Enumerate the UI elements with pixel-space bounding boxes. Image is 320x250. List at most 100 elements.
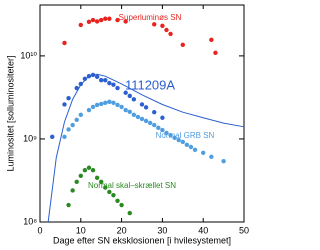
point xyxy=(184,142,190,148)
x-tick-label: 40 xyxy=(198,225,208,235)
point xyxy=(86,19,92,25)
point xyxy=(131,112,137,118)
point xyxy=(127,93,132,99)
point xyxy=(172,135,177,141)
point xyxy=(50,134,55,140)
point xyxy=(176,137,181,143)
x-tick-label: 0 xyxy=(37,225,42,235)
point xyxy=(123,90,128,95)
point xyxy=(86,107,92,113)
point xyxy=(107,189,112,195)
point xyxy=(107,80,112,86)
point xyxy=(123,107,128,113)
point xyxy=(115,17,120,23)
point xyxy=(66,127,71,132)
point xyxy=(66,202,71,208)
point xyxy=(78,112,84,118)
point xyxy=(135,114,141,120)
point xyxy=(201,150,206,156)
point xyxy=(62,40,67,46)
point xyxy=(168,132,173,138)
point xyxy=(139,102,145,107)
point xyxy=(99,77,104,83)
point xyxy=(111,82,116,87)
point xyxy=(160,115,165,120)
series-label: 111209A xyxy=(125,77,175,92)
point xyxy=(99,101,104,107)
x-tick-label: 30 xyxy=(157,225,167,235)
point xyxy=(66,95,71,101)
series-label: Normal GRB SN xyxy=(156,131,215,140)
point xyxy=(188,144,194,150)
point xyxy=(103,185,108,190)
point xyxy=(156,125,161,131)
point xyxy=(143,118,149,124)
y-tick-label: 10⁹ xyxy=(23,133,37,143)
point xyxy=(209,37,214,43)
point xyxy=(160,23,165,29)
point xyxy=(90,17,96,23)
point xyxy=(192,147,198,153)
point xyxy=(74,117,79,123)
point xyxy=(119,202,124,208)
point xyxy=(115,85,120,91)
point xyxy=(152,109,157,115)
point xyxy=(127,109,132,115)
point xyxy=(143,105,149,110)
x-axis-label: Dage efter SN eksklosionen [i hvilesyste… xyxy=(53,235,231,245)
y-tick-label: 10¹⁰ xyxy=(20,50,37,60)
point xyxy=(160,127,165,133)
x-tick-label: 20 xyxy=(117,225,127,235)
point xyxy=(62,102,67,107)
model-line xyxy=(47,73,245,223)
point xyxy=(164,130,169,136)
point xyxy=(74,179,79,184)
point xyxy=(139,116,145,122)
x-tick-label: 50 xyxy=(239,225,249,235)
point xyxy=(103,100,108,106)
point xyxy=(78,173,84,178)
point xyxy=(70,122,75,128)
point xyxy=(103,16,108,21)
point xyxy=(131,97,137,102)
point xyxy=(111,193,116,198)
point xyxy=(107,16,112,21)
plot-frame xyxy=(39,4,245,223)
point xyxy=(209,154,214,159)
point xyxy=(90,104,96,110)
point xyxy=(99,179,104,184)
point xyxy=(103,77,108,83)
point xyxy=(70,188,75,193)
point xyxy=(123,19,128,24)
y-axis-label: Luminositet [solluminositeter] xyxy=(5,55,15,171)
point xyxy=(152,122,157,128)
x-tick-label: 10 xyxy=(76,225,86,235)
series-label: Normal skal–skrællet SN xyxy=(88,181,176,190)
point xyxy=(180,42,185,48)
point xyxy=(94,19,100,24)
series-label: Superluminøs SN xyxy=(119,13,182,22)
point xyxy=(90,168,96,173)
point xyxy=(82,168,88,173)
point xyxy=(168,31,173,37)
point xyxy=(94,102,100,108)
point xyxy=(152,22,157,27)
point xyxy=(115,198,120,203)
y-tick-label: 10⁸ xyxy=(23,216,37,226)
point xyxy=(78,22,84,28)
point xyxy=(180,139,185,145)
point xyxy=(107,99,112,105)
point xyxy=(221,158,226,164)
point xyxy=(62,134,67,140)
point xyxy=(164,27,169,33)
chart: 0 10 20 30 40 50 10⁸ 10⁹ 10¹⁰ Dage efter SN ekskl… xyxy=(5,4,249,245)
point xyxy=(111,100,116,106)
point xyxy=(127,210,132,216)
point xyxy=(213,50,218,55)
point xyxy=(147,120,153,126)
point xyxy=(86,165,92,170)
point xyxy=(115,102,120,108)
point xyxy=(119,104,124,110)
point xyxy=(99,17,104,23)
